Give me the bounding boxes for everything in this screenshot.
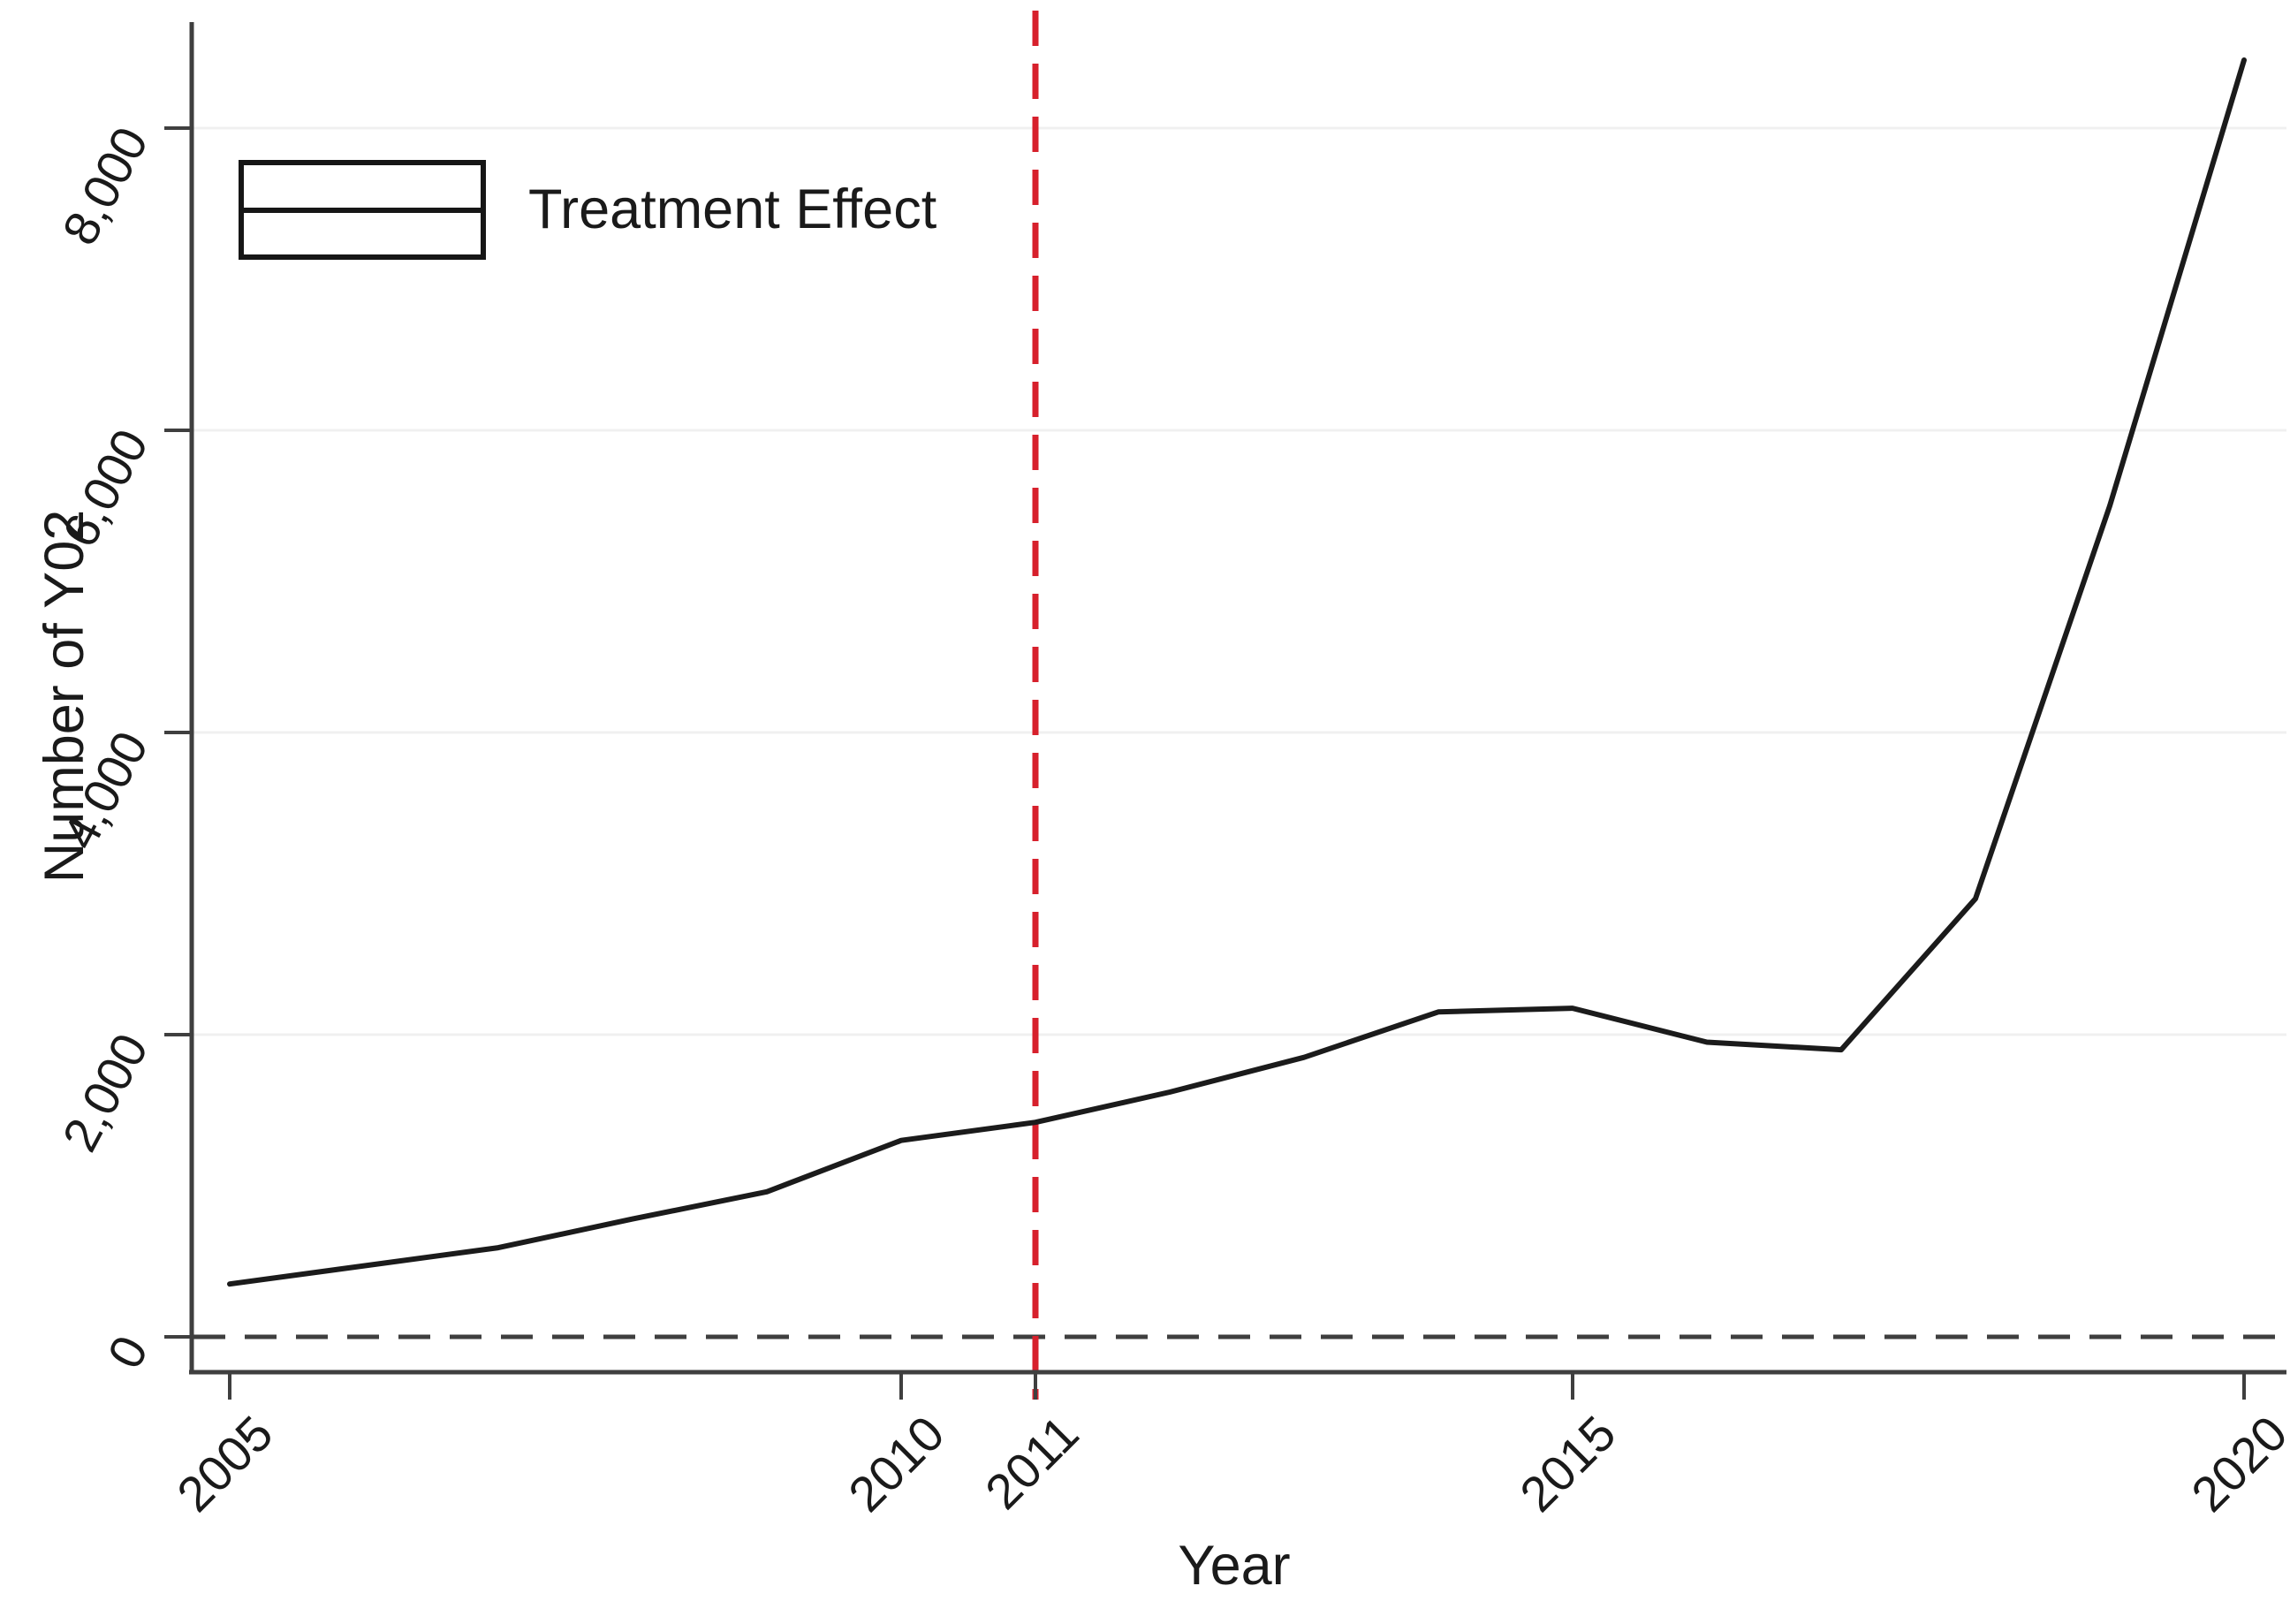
legend-line-sample xyxy=(244,207,481,213)
data-series xyxy=(227,57,2247,1287)
legend-label: Treatment Effect xyxy=(528,178,937,240)
x-axis-title: Year xyxy=(1178,1535,1291,1597)
gridlines xyxy=(193,126,2286,1036)
reference-lines xyxy=(193,11,2283,1400)
axes-and-ticks xyxy=(164,22,2286,1400)
treatment-effect-line xyxy=(227,57,2247,1287)
y-axis-title: Number of Y02 xyxy=(34,509,95,884)
legend-key-box xyxy=(239,160,486,260)
